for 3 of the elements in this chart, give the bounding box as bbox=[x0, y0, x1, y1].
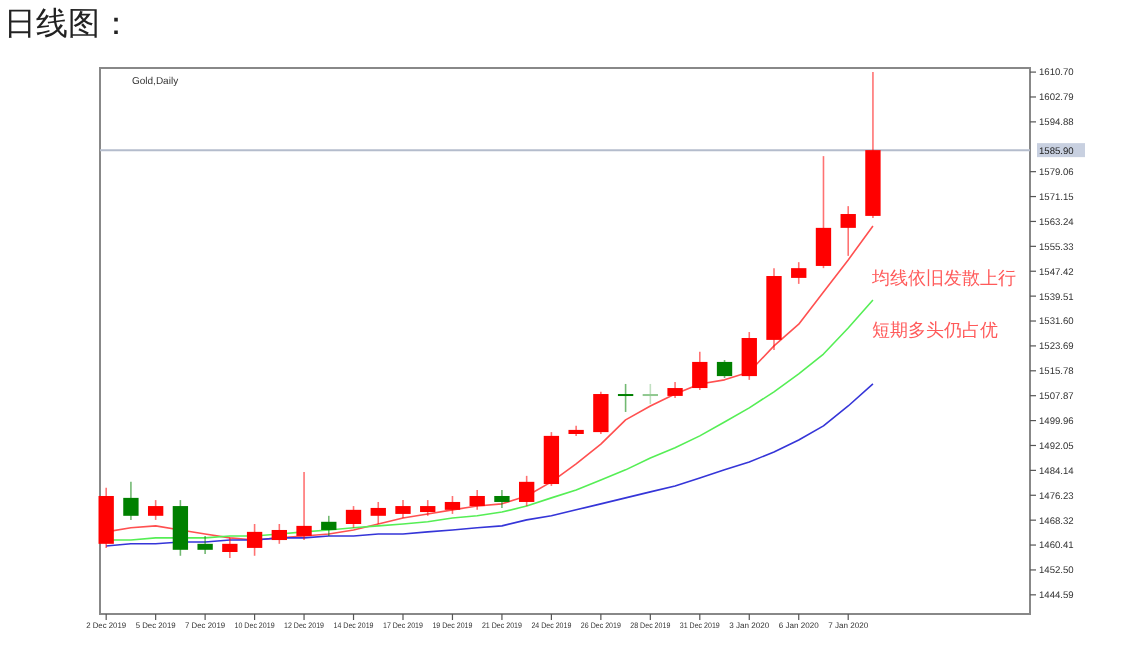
annotation: 短期多头仍占优 bbox=[872, 320, 998, 340]
annotation: 均线依旧发散上行 bbox=[872, 268, 1016, 288]
title: 日线图： bbox=[4, 8, 132, 42]
